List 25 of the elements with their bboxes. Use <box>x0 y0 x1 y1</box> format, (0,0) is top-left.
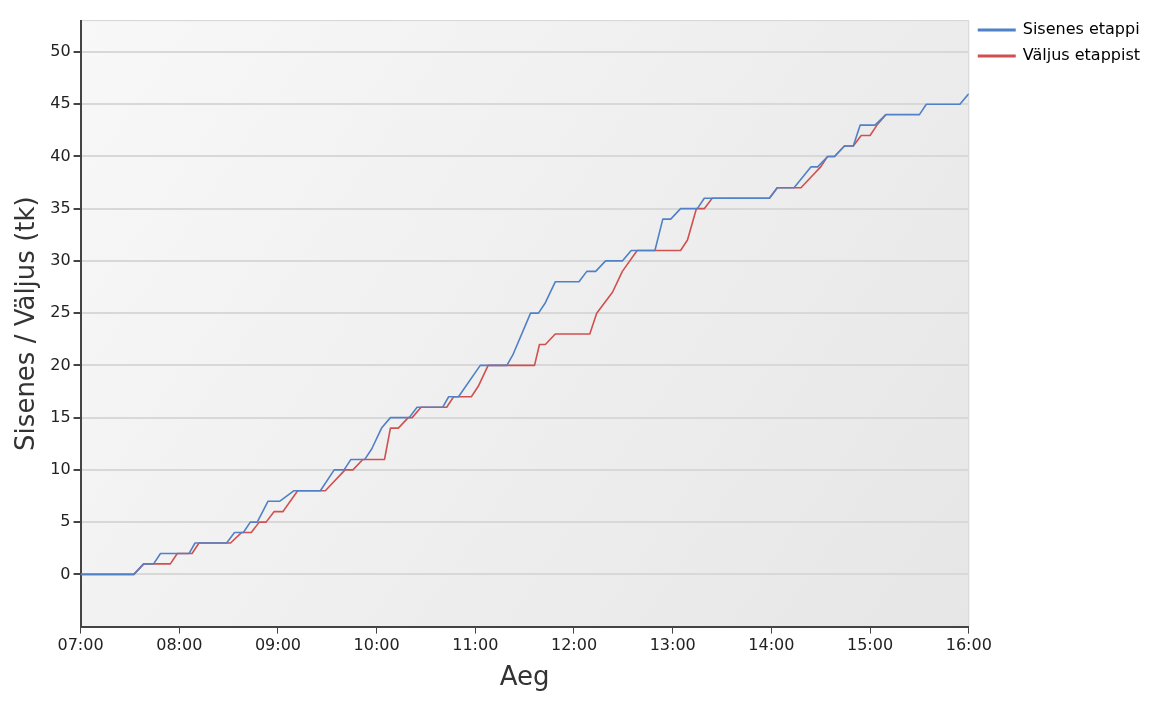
y-tick-label: 40 <box>50 145 71 165</box>
y-tick-label: 15 <box>50 406 71 426</box>
y-tick-label: 50 <box>50 41 71 61</box>
y-axis-title: Sisenes / Väljus (tk) <box>10 196 41 451</box>
x-tick-label: 14:00 <box>748 635 795 655</box>
y-tick-label: 5 <box>60 511 71 531</box>
y-tick-label: 35 <box>50 197 71 217</box>
x-tick-label: 13:00 <box>649 635 696 655</box>
x-tick-label: 10:00 <box>353 635 400 655</box>
x-tick-label: 12:00 <box>550 635 598 655</box>
legend-label: Sisenes etappi <box>1022 19 1140 39</box>
x-tick-label: 11:00 <box>452 635 499 655</box>
x-tick-label: 08:00 <box>156 635 203 655</box>
legend-label: Väljus etappist <box>1022 45 1140 65</box>
x-tick-label: 07:00 <box>57 635 104 655</box>
x-axis-title: Aeg <box>499 661 550 692</box>
x-tick-label: 16:00 <box>945 635 992 655</box>
y-tick-label: 20 <box>50 354 71 374</box>
y-tick-label: 25 <box>50 302 71 322</box>
y-tick-label: 30 <box>50 250 71 270</box>
x-tick-label: 15:00 <box>847 635 894 655</box>
y-tick-label: 10 <box>50 459 71 479</box>
x-tick-label: 09:00 <box>254 635 301 655</box>
y-tick-label: 45 <box>50 93 71 113</box>
y-tick-label: 0 <box>60 563 71 583</box>
